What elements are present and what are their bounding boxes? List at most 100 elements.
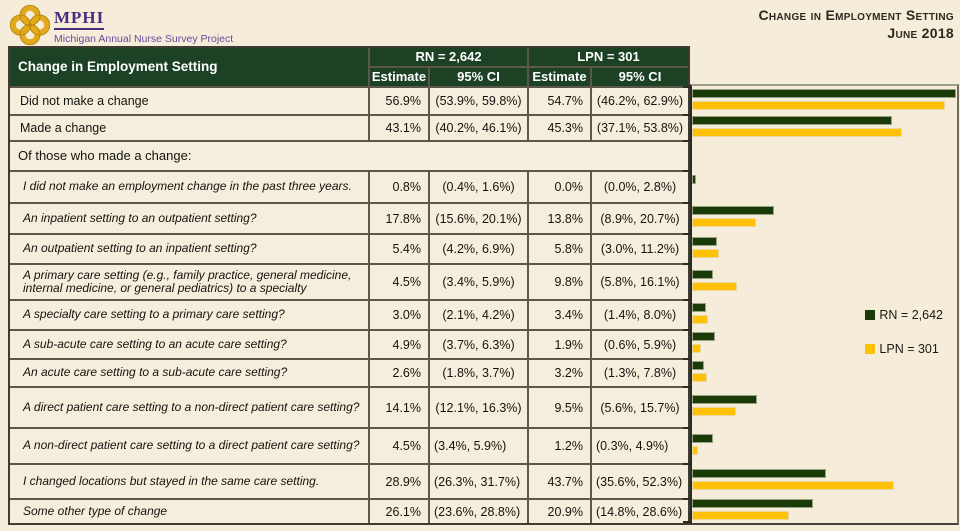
lpn-group-header: LPN = 301 bbox=[529, 48, 688, 66]
rn-estimate-cell: 3.0% bbox=[370, 301, 428, 329]
report-title-block: Change in Employment Setting June 2018 bbox=[758, 7, 954, 42]
rn-ci-cell: (2.1%, 4.2%) bbox=[430, 301, 527, 329]
chart-category-band bbox=[692, 329, 957, 358]
rn-bar bbox=[692, 175, 696, 184]
employment-change-table: Change in Employment Setting RN = 2,642 … bbox=[8, 46, 690, 525]
row-label: An inpatient setting to an outpatient se… bbox=[10, 204, 368, 233]
rn-estimate-cell: 17.8% bbox=[370, 204, 428, 233]
rn-bar bbox=[692, 89, 956, 98]
chart-category-band bbox=[692, 202, 957, 233]
lpn-ci-cell: (3.0%, 11.2%) bbox=[592, 235, 688, 263]
rn-ci-cell: (3.4%, 5.9%) bbox=[430, 265, 527, 299]
lpn-ci-cell: (1.4%, 8.0%) bbox=[592, 301, 688, 329]
lpn-estimate-cell: 1.2% bbox=[529, 429, 590, 463]
lpn-estimate-header: Estimate bbox=[529, 68, 590, 86]
rn-estimate-cell: 28.9% bbox=[370, 465, 428, 498]
brand-header: MPHI Michigan Annual Nurse Survey Projec… bbox=[8, 3, 233, 47]
section-row-label: Of those who made a change: bbox=[10, 142, 688, 170]
lpn-estimate-cell: 20.9% bbox=[529, 500, 590, 523]
rn-legend-label: RN = 2,642 bbox=[879, 308, 943, 322]
lpn-ci-cell: (35.6%, 52.3%) bbox=[592, 465, 688, 498]
rn-ci-cell: (3.4%, 5.9%) bbox=[430, 429, 527, 463]
brand-name: MPHI bbox=[54, 9, 105, 30]
employment-change-bar-chart: RN = 2,642 LPN = 301 bbox=[683, 84, 959, 525]
rn-ci-cell: (12.1%, 16.3%) bbox=[430, 388, 527, 427]
axis-tick bbox=[683, 140, 690, 142]
rn-ci-cell: (26.3%, 31.7%) bbox=[430, 465, 527, 498]
lpn-estimate-cell: 45.3% bbox=[529, 116, 590, 140]
brand-tagline: Michigan Annual Nurse Survey Project bbox=[54, 32, 234, 45]
report-date: June 2018 bbox=[887, 24, 954, 41]
lpn-bar bbox=[692, 315, 708, 324]
rn-ci-cell: (4.2%, 6.9%) bbox=[430, 235, 527, 263]
row-label: Made a change bbox=[10, 116, 368, 140]
lpn-estimate-cell: 1.9% bbox=[529, 331, 590, 358]
axis-tick bbox=[683, 358, 690, 360]
row-label: I did not make an employment change in t… bbox=[10, 172, 368, 202]
lpn-ci-cell: (14.8%, 28.6%) bbox=[592, 500, 688, 523]
axis-tick bbox=[683, 263, 690, 265]
lpn-ci-cell: (1.3%, 7.8%) bbox=[592, 360, 688, 386]
chart-legend: RN = 2,642 LPN = 301 bbox=[865, 308, 943, 376]
axis-tick bbox=[683, 86, 690, 88]
rn-ci-cell: (40.2%, 46.1%) bbox=[430, 116, 527, 140]
chart-category-band bbox=[692, 114, 957, 140]
chart-category-band bbox=[692, 386, 957, 427]
rn-estimate-cell: 43.1% bbox=[370, 116, 428, 140]
chart-category-band bbox=[692, 170, 957, 202]
lpn-estimate-cell: 3.4% bbox=[529, 301, 590, 329]
lpn-estimate-cell: 9.5% bbox=[529, 388, 590, 427]
lpn-bar bbox=[692, 446, 698, 455]
rn-estimate-cell: 14.1% bbox=[370, 388, 428, 427]
rn-group-header: RN = 2,642 bbox=[370, 48, 527, 66]
row-label: An outpatient setting to an inpatient se… bbox=[10, 235, 368, 263]
row-label: A direct patient care setting to a non-d… bbox=[10, 388, 368, 427]
rn-ci-cell: (53.9%, 59.8%) bbox=[430, 88, 527, 114]
row-label: Some other type of change bbox=[10, 500, 368, 523]
lpn-ci-header: 95% CI bbox=[592, 68, 688, 86]
lpn-ci-cell: (8.9%, 20.7%) bbox=[592, 204, 688, 233]
row-label: A sub-acute care setting to an acute car… bbox=[10, 331, 368, 358]
rn-ci-cell: (3.7%, 6.3%) bbox=[430, 331, 527, 358]
lpn-ci-cell: (0.6%, 5.9%) bbox=[592, 331, 688, 358]
lpn-bar bbox=[692, 511, 789, 520]
lpn-estimate-cell: 54.7% bbox=[529, 88, 590, 114]
axis-tick bbox=[683, 427, 690, 429]
rn-estimate-cell: 2.6% bbox=[370, 360, 428, 386]
axis-tick bbox=[683, 299, 690, 301]
lpn-legend-swatch-icon bbox=[865, 344, 876, 354]
rn-bar bbox=[692, 116, 892, 125]
rn-estimate-header: Estimate bbox=[370, 68, 428, 86]
axis-tick bbox=[683, 233, 690, 235]
rn-bar bbox=[692, 303, 706, 312]
legend-item-lpn: LPN = 301 bbox=[865, 342, 943, 356]
lpn-estimate-cell: 13.8% bbox=[529, 204, 590, 233]
rn-legend-swatch-icon bbox=[865, 310, 876, 320]
row-label: Did not make a change bbox=[10, 88, 368, 114]
lpn-bar bbox=[692, 128, 902, 137]
axis-tick bbox=[683, 329, 690, 331]
lpn-ci-cell: (5.8%, 16.1%) bbox=[592, 265, 688, 299]
lpn-ci-cell: (0.3%, 4.9%) bbox=[592, 429, 688, 463]
rn-bar bbox=[692, 434, 713, 443]
rn-estimate-cell: 56.9% bbox=[370, 88, 428, 114]
rn-ci-cell: (0.4%, 1.6%) bbox=[430, 172, 527, 202]
lpn-bar bbox=[692, 101, 946, 110]
axis-tick bbox=[683, 386, 690, 388]
chart-category-band bbox=[692, 233, 957, 263]
rn-estimate-cell: 26.1% bbox=[370, 500, 428, 523]
mphi-knot-icon bbox=[9, 4, 51, 46]
rn-ci-cell: (1.8%, 3.7%) bbox=[430, 360, 527, 386]
lpn-estimate-cell: 5.8% bbox=[529, 235, 590, 263]
row-label: A non-direct patient care setting to a d… bbox=[10, 429, 368, 463]
row-label: A primary care setting (e.g., family pra… bbox=[10, 265, 368, 299]
rn-ci-header: 95% CI bbox=[430, 68, 527, 86]
chart-category-band bbox=[692, 498, 957, 523]
chart-category-band bbox=[692, 427, 957, 463]
rn-estimate-cell: 4.5% bbox=[370, 265, 428, 299]
legend-item-rn: RN = 2,642 bbox=[865, 308, 943, 322]
lpn-estimate-cell: 43.7% bbox=[529, 465, 590, 498]
rn-bar bbox=[692, 270, 713, 279]
rn-bar bbox=[692, 499, 813, 508]
